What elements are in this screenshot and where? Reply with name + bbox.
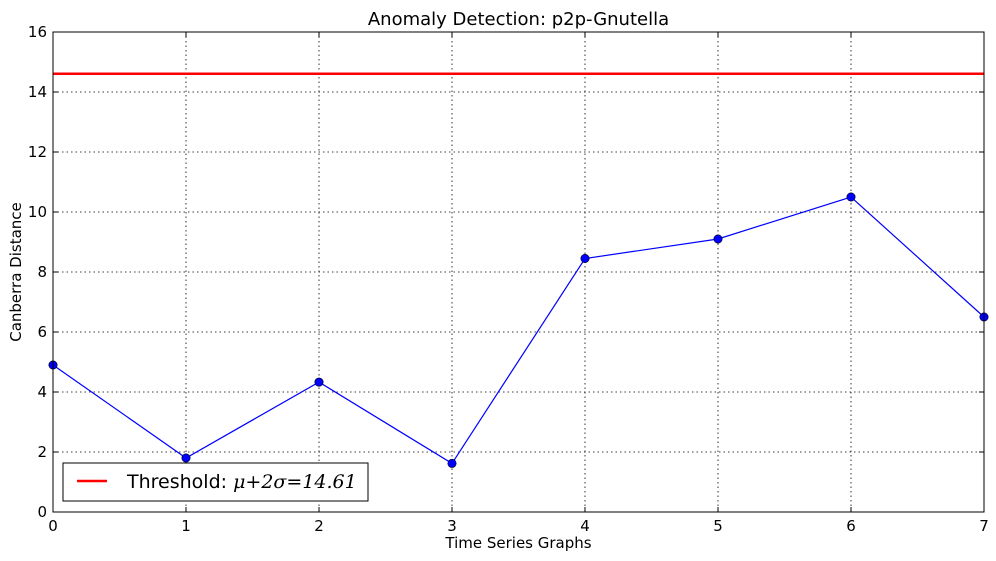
x-tick-label: 7 bbox=[979, 517, 989, 535]
x-tick-label: 1 bbox=[181, 517, 191, 535]
x-tick-label: 2 bbox=[314, 517, 324, 535]
x-tick-label: 3 bbox=[447, 517, 457, 535]
y-tick-label: 6 bbox=[37, 323, 47, 341]
grid-lines bbox=[53, 32, 984, 512]
x-tick-label: 4 bbox=[580, 517, 590, 535]
y-tick-label: 12 bbox=[28, 143, 47, 161]
y-tick-label: 10 bbox=[28, 203, 47, 221]
data-point bbox=[713, 234, 723, 244]
data-point bbox=[846, 192, 856, 202]
data-point bbox=[580, 254, 590, 264]
y-tick-label: 4 bbox=[37, 383, 47, 401]
x-tick-label: 0 bbox=[48, 517, 58, 535]
x-axis-label: Time Series Graphs bbox=[444, 534, 591, 552]
x-tick-label: 6 bbox=[846, 517, 856, 535]
data-point bbox=[314, 377, 324, 387]
y-tick-label: 2 bbox=[37, 443, 47, 461]
data-point bbox=[447, 458, 457, 468]
legend-box bbox=[62, 462, 369, 502]
y-tick-label: 0 bbox=[37, 503, 47, 521]
series-layer bbox=[48, 192, 989, 468]
legend-threshold-formula: μ+2σ=14.61 bbox=[233, 471, 357, 493]
y-axis-label: Canberra Distance bbox=[7, 202, 25, 342]
y-tick-label: 8 bbox=[37, 263, 47, 281]
legend-threshold-prefix: Threshold: bbox=[126, 471, 233, 493]
legend-threshold-label: Threshold: μ+2σ=14.61 bbox=[126, 471, 357, 493]
legend: Threshold: μ+2σ=14.61 bbox=[62, 462, 369, 502]
series-line bbox=[52, 196, 985, 465]
y-tick-label: 16 bbox=[28, 23, 47, 41]
data-point bbox=[181, 453, 191, 463]
chart-title: Anomaly Detection: p2p-Gnutella bbox=[368, 9, 669, 30]
y-tick-label: 14 bbox=[28, 83, 47, 101]
x-tick-label: 5 bbox=[713, 517, 723, 535]
